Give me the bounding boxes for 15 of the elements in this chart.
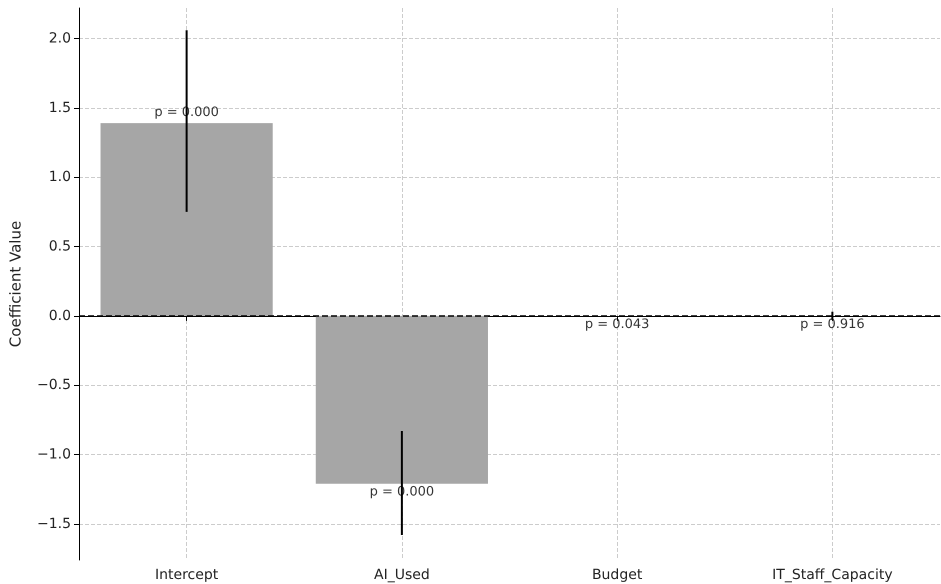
y-tick-label: 1.0 [48,169,71,186]
x-tick-label: AI_Used [374,567,430,583]
x-tick-label: Budget [592,567,643,583]
x-tick-label: Intercept [155,567,219,583]
y-tick-label: −0.5 [37,377,71,394]
y-tick-label: 0.0 [48,308,71,324]
y-axis-title: Coefficient Value [6,220,24,348]
y-tick-label: 2.0 [48,30,71,47]
y-tick-label: 0.5 [48,238,71,255]
y-tick-label: 1.5 [48,100,71,116]
y-tick-label: −1.5 [37,516,71,532]
x-tick-label: IT_Staff_Capacity [772,567,893,583]
annotation: p = 0.916 [800,316,865,332]
y-tick-label: −1.0 [37,446,71,463]
annotation: p = 0.043 [584,316,650,332]
